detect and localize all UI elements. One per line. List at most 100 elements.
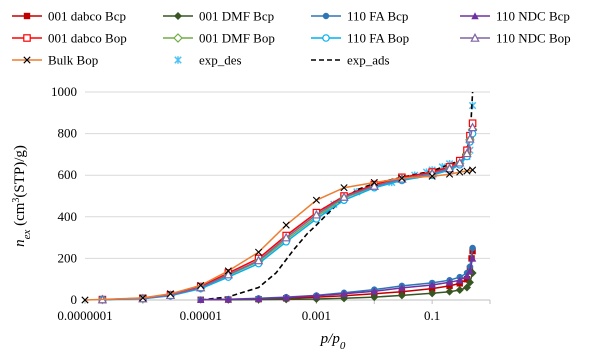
data-point	[254, 248, 263, 256]
legend-label: 110 NDC Bop	[496, 31, 571, 46]
legend-label: Bulk Bop	[48, 53, 98, 68]
series-line	[102, 129, 474, 301]
data-point	[282, 293, 290, 301]
series-001-dmf-bop	[97, 124, 478, 305]
data-point	[456, 276, 464, 284]
data-point	[139, 294, 147, 302]
data-point	[312, 196, 321, 204]
data-point	[311, 209, 322, 219]
data-point	[370, 287, 378, 295]
y-tick-label: 800	[58, 126, 78, 141]
data-point	[398, 174, 406, 182]
y-axis-title: nex (cm3(STP)/g)	[11, 145, 34, 247]
data-point	[174, 56, 182, 64]
data-point	[197, 296, 205, 303]
data-point	[465, 278, 474, 287]
data-point	[224, 295, 233, 303]
legend-entry: 110 NDC Bcp	[460, 9, 570, 24]
data-point	[322, 12, 330, 20]
data-point	[446, 282, 453, 290]
y-tick-label: 200	[58, 250, 78, 265]
data-point	[445, 170, 454, 178]
data-point	[312, 292, 321, 300]
legend-label: 110 FA Bop	[347, 31, 409, 46]
data-point	[469, 244, 476, 252]
data-point	[468, 254, 477, 262]
data-point	[282, 221, 290, 229]
data-point	[370, 293, 379, 302]
series-line	[102, 123, 474, 301]
data-point	[166, 290, 175, 298]
data-point	[370, 178, 378, 187]
series-001-dabco-bop	[98, 119, 477, 304]
legend-entry: 110 NDC Bop	[460, 31, 571, 46]
data-point	[340, 184, 348, 192]
data-point	[369, 181, 379, 190]
series-line	[102, 127, 474, 301]
data-point	[428, 289, 437, 298]
y-tick-label: 0	[71, 292, 78, 307]
legend-entry: 001 dabco Bcp	[12, 9, 126, 24]
data-point	[470, 33, 480, 42]
data-point	[467, 122, 478, 132]
legend-entry: 110 FA Bcp	[311, 9, 408, 24]
data-point	[23, 34, 31, 42]
y-tick-label: 1000	[51, 84, 77, 99]
data-point	[23, 56, 31, 64]
data-point	[444, 163, 455, 173]
data-point	[322, 34, 330, 42]
x-axis-title: p/p0	[320, 331, 346, 352]
y-tick-label: 600	[58, 167, 78, 182]
data-point	[340, 290, 348, 297]
legend-entry: 001 DMF Bcp	[163, 9, 274, 24]
legend: 001 dabco Bcp 001 DMF Bcp 110 FA Bcp 110 ND…	[12, 9, 571, 68]
y-tick-label: 400	[58, 209, 78, 224]
data-point	[471, 12, 479, 20]
data-point	[428, 281, 436, 289]
data-point	[397, 291, 406, 300]
data-point	[253, 255, 264, 265]
series-110-ndc-bcp	[197, 254, 477, 303]
x-tick-label: 0.1	[424, 308, 440, 323]
legend-label: 001 dabco Bcp	[48, 9, 126, 24]
data-point	[81, 296, 89, 304]
legend-label: exp_des	[199, 53, 242, 68]
legend-entry: exp_des	[174, 53, 242, 68]
data-point	[463, 272, 471, 280]
data-point	[197, 281, 205, 290]
legend-entry: 001 dabco Bop	[12, 31, 127, 46]
data-point	[223, 269, 234, 279]
data-point	[445, 287, 454, 296]
x-tick-label: 0.0000001	[57, 308, 112, 323]
data-point	[174, 12, 182, 20]
data-point	[462, 283, 471, 292]
x-tick-label: 0.00001	[180, 308, 222, 323]
legend-label: 001 DMF Bop	[199, 31, 275, 46]
data-point-stroke	[174, 56, 182, 64]
data-point	[468, 166, 477, 174]
data-point	[445, 278, 454, 286]
data-point	[281, 232, 291, 242]
series-line	[84, 169, 473, 301]
series-bulk-bop	[81, 166, 477, 304]
data-point	[465, 133, 475, 143]
data-point	[224, 267, 232, 275]
legend-label: 001 DMF Bcp	[199, 9, 274, 24]
axes: 0 200 400 600 800 1000 0.0000001 0.00001 0.001 0.…	[51, 84, 491, 323]
plot-area	[81, 91, 478, 305]
legend-entry: 001 DMF Bop	[163, 31, 275, 46]
data-point	[462, 148, 472, 158]
series-110-ndc-bop	[97, 122, 478, 304]
data-point	[455, 157, 465, 167]
data-point	[455, 286, 464, 295]
legend-label: exp_ads	[347, 53, 390, 68]
legend-entry: exp_ads	[311, 53, 390, 68]
x-tick-label: 0.001	[302, 308, 331, 323]
legend-label: 110 FA Bcp	[347, 9, 408, 24]
legend-entry: Bulk Bop	[12, 53, 98, 68]
data-point	[463, 167, 471, 175]
data-point	[428, 285, 436, 292]
legend-label: 110 NDC Bcp	[496, 9, 570, 24]
